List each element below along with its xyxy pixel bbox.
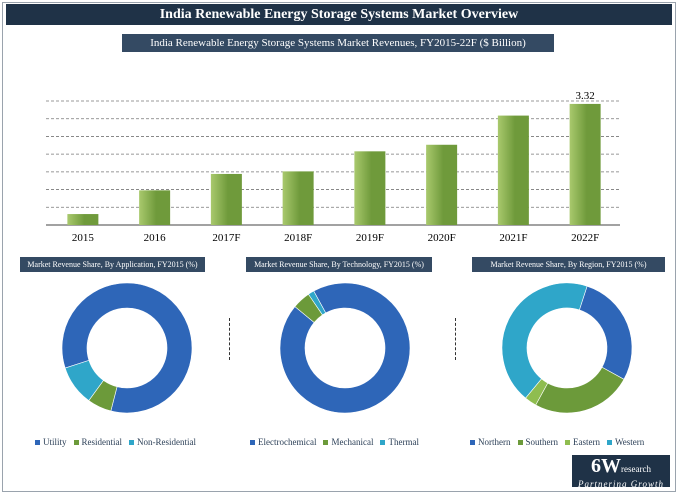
separator-2 bbox=[455, 318, 457, 360]
bar bbox=[139, 190, 171, 225]
x-tick-label: 2016 bbox=[144, 232, 167, 244]
pie-slice bbox=[61, 282, 193, 414]
legend-label: Non-Residential bbox=[137, 437, 197, 447]
legend-swatch bbox=[35, 440, 40, 446]
legend-item: Western bbox=[607, 437, 644, 447]
x-tick-label: 2017F bbox=[212, 232, 240, 244]
x-tick-label: 2019F bbox=[356, 232, 384, 244]
legend-swatch bbox=[129, 440, 135, 446]
x-tick-label: 2022F bbox=[571, 232, 599, 244]
logo-tagline: Partnering Growth bbox=[578, 479, 664, 489]
legend-label: Residential bbox=[81, 437, 123, 447]
legend-item: Utility bbox=[35, 437, 67, 447]
bar-chart-title: India Renewable Energy Storage Systems M… bbox=[122, 34, 554, 52]
bar bbox=[354, 151, 386, 225]
pie-slice bbox=[64, 359, 104, 402]
logo: 6Wresearch Partnering Growth bbox=[572, 455, 670, 489]
x-tick-label: 2021F bbox=[499, 232, 527, 244]
legend-swatch bbox=[607, 440, 612, 446]
chart-frame bbox=[2, 2, 676, 492]
bar-chart: 2015 2016 2017F 2018F 2019F 2020F 2021F 2022F 3.… bbox=[46, 90, 620, 244]
bar bbox=[569, 103, 601, 225]
logo-main: 6W bbox=[591, 455, 621, 477]
pie-title-technology: Market Revenue Share, By Technology, FY2… bbox=[246, 257, 432, 272]
separator-1 bbox=[229, 318, 231, 360]
legend-region: Northern Southern Eastern Western bbox=[470, 437, 651, 447]
legend-item: Northern bbox=[470, 437, 511, 447]
bar bbox=[282, 171, 314, 225]
legend-application: Utility Residential Non-Residential bbox=[35, 437, 203, 447]
logo-suffix: research bbox=[621, 464, 651, 474]
legend-swatch bbox=[517, 440, 523, 446]
pie-slice bbox=[578, 285, 633, 380]
data-label: 3.32 bbox=[576, 90, 595, 102]
main-title: India Renewable Energy Storage Systems M… bbox=[6, 4, 672, 25]
x-tick-label: 2015 bbox=[72, 232, 95, 244]
legend-item: Residential bbox=[73, 437, 123, 447]
legend-swatch bbox=[380, 440, 386, 446]
x-tick-label: 2018F bbox=[284, 232, 312, 244]
legend-label: Southern bbox=[525, 437, 559, 447]
legend-label: Electrochemical bbox=[258, 437, 317, 447]
legend-label: Western bbox=[615, 437, 645, 447]
legend-label: Northern bbox=[478, 437, 511, 447]
pie-slice bbox=[279, 282, 411, 414]
legend-item: Thermal bbox=[380, 437, 419, 447]
legend-label: Eastern bbox=[573, 437, 600, 447]
x-tick-label: 2020F bbox=[428, 232, 456, 244]
legend-swatch bbox=[73, 440, 79, 446]
legend-label: Mechanical bbox=[331, 437, 374, 447]
legend-swatch bbox=[323, 440, 329, 446]
pie-title-region: Market Revenue Share, By Region, FY2015 … bbox=[472, 257, 665, 272]
bar bbox=[497, 115, 529, 225]
bar bbox=[426, 144, 458, 225]
pie-slice bbox=[535, 366, 625, 414]
legend-swatch bbox=[250, 440, 255, 446]
legend-item: Mechanical bbox=[323, 437, 373, 447]
bar bbox=[67, 214, 99, 225]
legend-label: Utility bbox=[43, 437, 67, 447]
legend-swatch bbox=[470, 440, 475, 446]
legend-technology: Electrochemical Mechanical Thermal bbox=[250, 437, 426, 447]
legend-item: Eastern bbox=[565, 437, 600, 447]
pie-title-application: Market Revenue Share, By Application, FY… bbox=[20, 257, 205, 272]
legend-item: Southern bbox=[517, 437, 559, 447]
legend-swatch bbox=[565, 440, 570, 446]
legend-item: Electrochemical bbox=[250, 437, 316, 447]
legend-label: Thermal bbox=[388, 437, 419, 447]
legend-item: Non-Residential bbox=[129, 437, 196, 447]
bar bbox=[210, 173, 242, 225]
pie-slice bbox=[501, 282, 588, 399]
pie-slice bbox=[308, 290, 327, 316]
